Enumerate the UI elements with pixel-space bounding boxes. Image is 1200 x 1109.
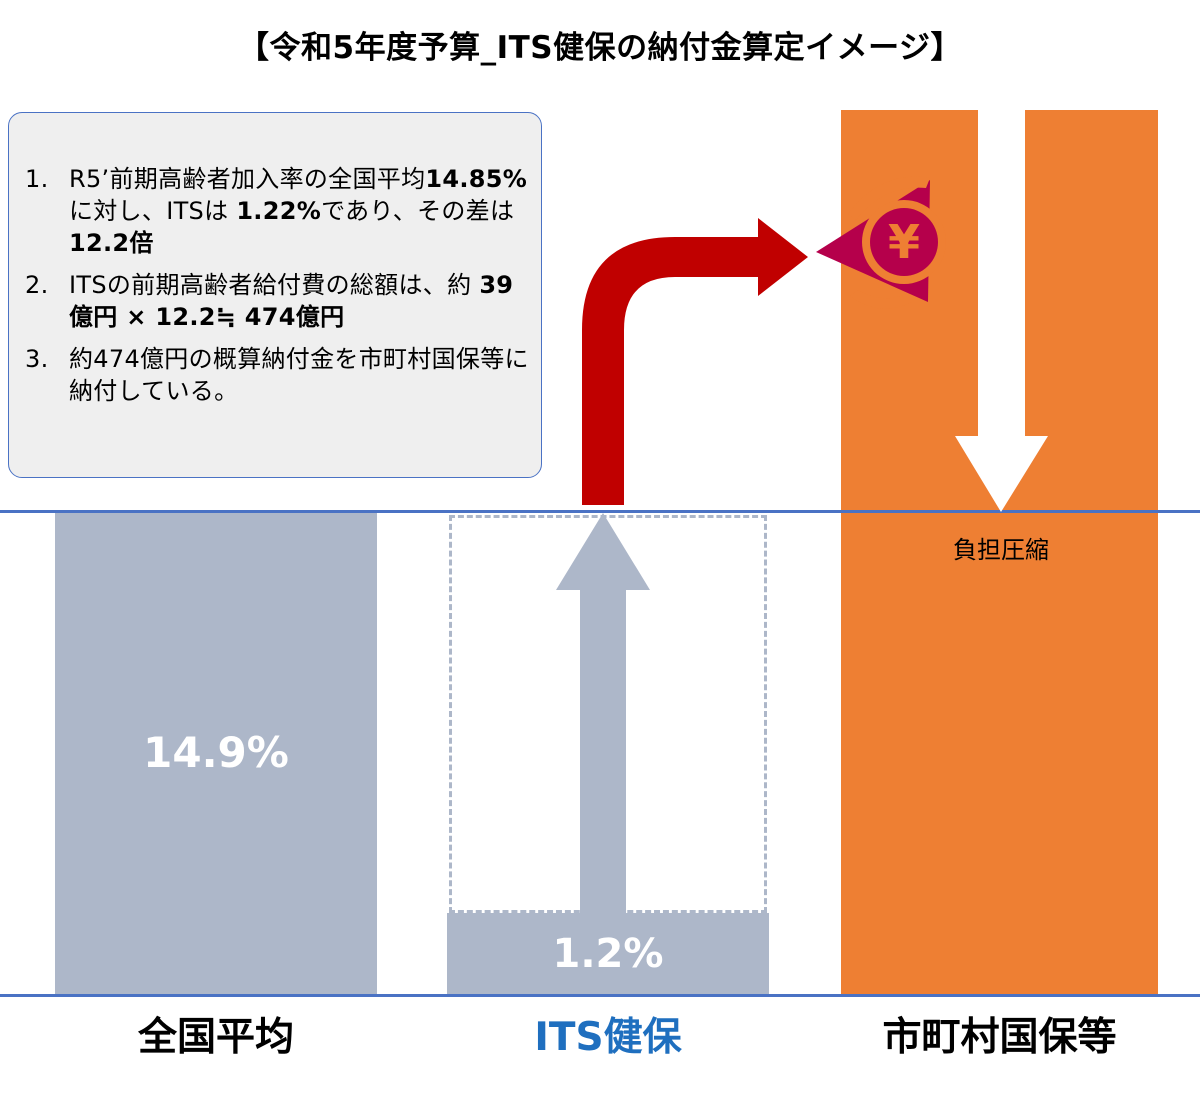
note-item-3: 3. 約474億円の概算納付金を市町村国保等に納付している。: [25, 343, 529, 407]
compression-label: 負担圧縮: [953, 536, 1049, 564]
reference-line-top: [0, 510, 1200, 513]
municipal-label: 市町村国保等: [882, 1015, 1117, 1060]
note-number: 3.: [25, 345, 49, 373]
note-text-segment: に対し、ITSは: [69, 197, 237, 225]
note-item-1: 1. R5’前期高齢者加入率の全国平均14.85% に対し、ITSは 1.22%で…: [25, 163, 529, 259]
note-text-segment: R5’前期高齢者加入率の全国平均: [69, 165, 426, 193]
down-arrow-icon: [955, 108, 1048, 512]
its-value: 1.2%: [552, 931, 664, 977]
note-text-bold: 14.85%: [425, 165, 528, 193]
reference-line-baseline: [0, 994, 1200, 997]
up-arrow-icon: [556, 513, 650, 913]
note-number: 1.: [25, 165, 49, 193]
note-text-segment: であり、その差は: [321, 197, 515, 225]
note-list: 1. R5’前期高齢者加入率の全国平均14.85% に対し、ITSは 1.22%で…: [25, 163, 529, 407]
national-average-bar: 14.9%: [55, 513, 377, 994]
national-average-label: 全国平均: [137, 1015, 294, 1060]
note-text-segment: ITSの前期高齢者給付費の総額は、約: [69, 271, 480, 299]
note-text: R5’前期高齢者加入率の全国平均14.85% に対し、ITSは 1.22%であり、…: [69, 165, 527, 257]
yen-coin-icon: ¥: [816, 176, 946, 309]
national-average-value: 14.9%: [143, 728, 289, 777]
note-text-bold: 12.2倍: [69, 229, 154, 257]
page-title: 【令和5年度予算_ITS健保の納付金算定イメージ】: [238, 30, 962, 66]
note-text-bold: 39億円 × 12.2≒ 474億円: [69, 271, 514, 331]
note-box: 1. R5’前期高齢者加入率の全国平均14.85% に対し、ITSは 1.22%で…: [8, 112, 542, 478]
note-text: 約474億円の概算納付金を市町村国保等に納付している。: [69, 345, 529, 405]
note-text-bold: 1.22%: [236, 197, 322, 225]
svg-text:¥: ¥: [888, 215, 920, 269]
note-text-segment: 約474億円の概算納付金を市町村国保等に納付している。: [69, 345, 529, 405]
curved-up-right-arrow-icon: [582, 218, 808, 505]
note-item-2: 2. ITSの前期高齢者給付費の総額は、約 39億円 × 12.2≒ 474億円: [25, 269, 529, 333]
its-label: ITS健保: [534, 1015, 682, 1060]
its-bar: 1.2%: [447, 913, 769, 995]
note-number: 2.: [25, 271, 49, 299]
note-text: ITSの前期高齢者給付費の総額は、約 39億円 × 12.2≒ 474億円: [69, 271, 513, 331]
